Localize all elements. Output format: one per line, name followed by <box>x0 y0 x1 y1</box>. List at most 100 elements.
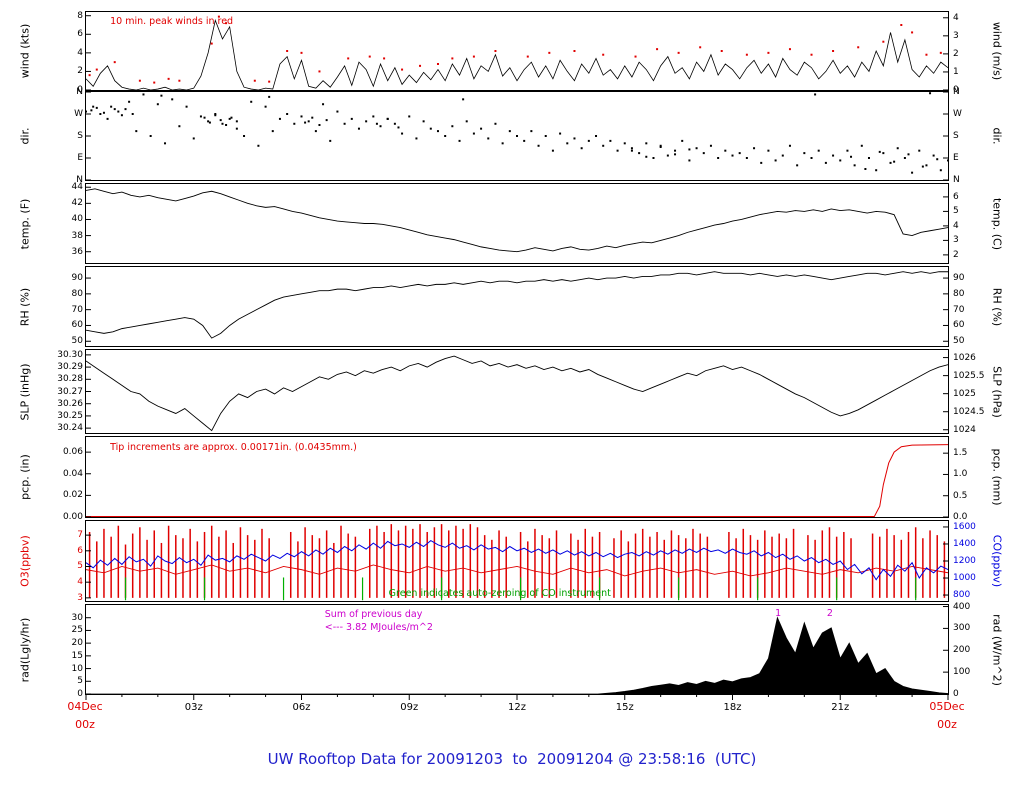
y-tick-label-right: 70 <box>953 304 965 315</box>
y-tick-label-right: 1025.5 <box>953 370 985 381</box>
y-tick-label-right: 4 <box>953 220 959 231</box>
x-date-start_label-line2: 00z <box>75 718 95 731</box>
y-tick-label-left: 5 <box>77 561 83 572</box>
y-tick-label-right: 0 <box>953 689 959 699</box>
y-tick-label-right: 1.5 <box>953 448 968 459</box>
y-tick-label-left: 4 <box>77 577 83 588</box>
y-tick-label-right: 1024 <box>953 424 976 435</box>
y-tick-label-right: 200 <box>953 645 971 656</box>
y-tick-marks <box>86 606 948 694</box>
panel-wind: 10 min. peak winds in red <box>85 11 949 91</box>
series-wind_speed_kts <box>86 18 948 90</box>
series-co_auto_zero_marks <box>124 577 917 601</box>
x-tick-label-06z: 06z <box>292 702 311 713</box>
axis-label-right-pcp: pcp. (mm) <box>990 448 1004 506</box>
rad-annotation-1: <--- 3.82 MJoules/m^2 <box>324 621 433 633</box>
x-tick-label-15z: 15z <box>615 702 634 713</box>
y-tick-label-right: 80 <box>953 288 965 299</box>
panel-rh <box>85 266 949 347</box>
y-tick-label-right: E <box>953 153 959 163</box>
rad-annotation-2: 1 <box>775 607 782 619</box>
y-tick-label-right: N <box>953 175 960 185</box>
y-tick-label-left: 10 <box>71 663 83 674</box>
y-tick-label-right: S <box>953 131 959 141</box>
y-tick-label-left: 0 <box>77 85 83 95</box>
y-tick-label-right: 1400 <box>953 538 976 549</box>
y-tick-label-left: 0 <box>77 689 83 699</box>
y-tick-label-right: 1200 <box>953 556 976 566</box>
wind-plot <box>86 15 948 90</box>
pcp-plot <box>86 444 948 517</box>
y-tick-label-left: 30 <box>71 612 83 623</box>
y-tick-label-right: 3 <box>953 235 959 246</box>
y-tick-label-left: S <box>77 131 83 141</box>
series-wind_direction_deg <box>86 93 948 174</box>
x-date-start_label-line1: 04Dec <box>67 700 103 713</box>
y-tick-label-right: N <box>953 87 960 97</box>
slp-plot <box>86 354 948 432</box>
y-tick-label-left: 30.26 <box>57 398 83 409</box>
panel-dir <box>85 91 949 181</box>
y-tick-label-left: 3 <box>77 592 83 603</box>
y-tick-marks <box>86 526 948 599</box>
y-tick-label-left: 30.24 <box>57 423 83 434</box>
y-tick-label-left: 42 <box>71 198 83 209</box>
y-tick-label-right: 5 <box>953 206 959 217</box>
series-carbon_monoxide_ppbv <box>86 539 948 581</box>
series-solar_radiation <box>86 616 948 694</box>
axis-label-left-o3co: O3(ppbv) <box>18 535 32 587</box>
y-tick-label-left: 15 <box>71 650 83 661</box>
y-tick-label-left: 90 <box>71 273 83 284</box>
y-tick-label-left: 0.06 <box>62 447 83 458</box>
axis-label-left-pcp: pcp. (in) <box>18 454 32 500</box>
y-tick-label-left: 30.28 <box>57 374 83 385</box>
panel-slp <box>85 349 949 434</box>
series-wind_direction_extra <box>90 92 939 170</box>
y-tick-label-left: 50 <box>71 336 83 347</box>
y-tick-label-left: 30.29 <box>57 362 83 373</box>
series-sea_level_pressure <box>86 355 948 432</box>
rad-plot <box>86 606 948 694</box>
y-tick-label-left: 44 <box>71 182 83 193</box>
y-tick-label-right: 1000 <box>953 573 976 584</box>
axis-label-right-temp: temp. (C) <box>990 197 1004 250</box>
y-tick-label-right: 1600 <box>953 521 976 532</box>
y-tick-label-left: 40 <box>71 214 83 225</box>
panel-rad: Sum of previous day <--- 3.82 MJoules/m^2… <box>85 604 949 695</box>
axis-label-left-temp: temp. (F) <box>18 198 32 249</box>
axis-label-left-rh: RH (%) <box>18 287 32 326</box>
series-temperature_f <box>86 188 948 253</box>
wind-annotation-0: 10 min. peak winds in red <box>110 15 234 27</box>
axis-label-right-rh: RH (%) <box>990 287 1004 326</box>
x-tick-label-21z: 21z <box>831 702 850 713</box>
y-tick-label-left: 30.27 <box>57 386 83 397</box>
y-tick-label-left: 30.25 <box>57 410 83 421</box>
y-tick-label-right: W <box>953 109 962 119</box>
y-tick-label-right: 1025 <box>953 388 976 399</box>
axis-label-left-dir: dir. <box>18 127 32 145</box>
series-ozone_baseline <box>86 564 948 577</box>
y-tick-label-left: 0.04 <box>62 468 83 479</box>
y-tick-label-left: 25 <box>71 625 83 636</box>
y-tick-label-left: 30.30 <box>57 349 83 360</box>
y-tick-label-right: 3 <box>953 30 959 41</box>
y-tick-label-left: 70 <box>71 304 83 315</box>
x-tick-label-12z: 12z <box>508 702 526 713</box>
rad-annotation-3: 2 <box>826 607 833 619</box>
x-axis-ticks <box>85 694 949 700</box>
y-tick-label-right: 2 <box>953 249 959 260</box>
y-tick-marks <box>86 186 948 256</box>
y-tick-label-left: 20 <box>71 638 83 649</box>
panel-pcp: Tip increments are approx. 0.00171in. (0… <box>85 436 949 518</box>
o3co-plot <box>86 524 948 601</box>
pcp-annotation-0: Tip increments are approx. 0.00171in. (0… <box>110 441 357 453</box>
y-tick-label-left: 4 <box>77 47 83 58</box>
y-tick-marks <box>86 277 948 342</box>
y-tick-label-right: 50 <box>953 336 965 347</box>
series-relative_humidity <box>86 271 948 339</box>
x-tick-label-03z: 03z <box>184 702 203 713</box>
y-tick-label-right: 0.0 <box>953 512 968 522</box>
temp-plot <box>86 186 948 256</box>
figure-title: UW Rooftop Data for 20091203 to 20091204… <box>267 750 757 768</box>
